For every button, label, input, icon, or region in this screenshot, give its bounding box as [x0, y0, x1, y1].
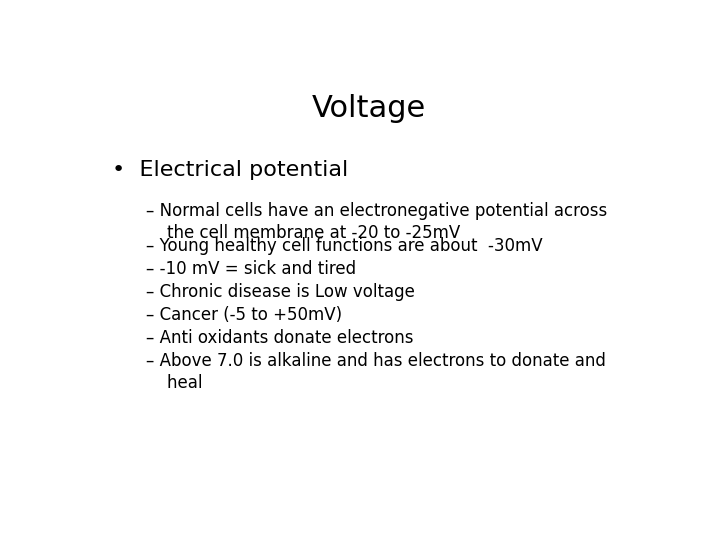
Text: – Cancer (-5 to +50mV): – Cancer (-5 to +50mV): [145, 306, 342, 324]
Text: – Young healthy cell functions are about  -30mV: – Young healthy cell functions are about…: [145, 238, 542, 255]
Text: – Chronic disease is Low voltage: – Chronic disease is Low voltage: [145, 283, 415, 301]
Text: – Above 7.0 is alkaline and has electrons to donate and
    heal: – Above 7.0 is alkaline and has electron…: [145, 352, 606, 392]
Text: Voltage: Voltage: [312, 94, 426, 123]
Text: – Normal cells have an electronegative potential across
    the cell membrane at: – Normal cells have an electronegative p…: [145, 202, 607, 242]
Text: – Anti oxidants donate electrons: – Anti oxidants donate electrons: [145, 329, 413, 347]
Text: – -10 mV = sick and tired: – -10 mV = sick and tired: [145, 260, 356, 278]
Text: •  Electrical potential: • Electrical potential: [112, 160, 348, 180]
